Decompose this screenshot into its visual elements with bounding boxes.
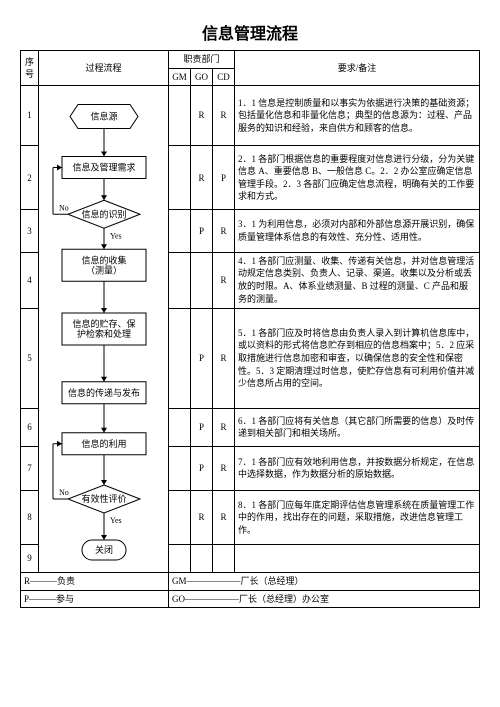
go-cell	[191, 545, 213, 573]
header-resp: 职责部门	[169, 51, 235, 69]
svg-text:关闭: 关闭	[95, 544, 113, 555]
seq-cell: 5	[21, 308, 39, 408]
cd-cell: R	[213, 86, 235, 146]
cd-cell: R	[213, 408, 235, 446]
cd-cell	[213, 545, 235, 573]
req-cell: 3．1 为利用信息，必须对内部和外部信息源开展识别，确保质量管理体系信息的有效性…	[235, 210, 480, 252]
go-cell	[191, 252, 213, 308]
gm-cell	[169, 408, 191, 446]
cd-cell: R	[213, 252, 235, 308]
cd-cell: R	[213, 210, 235, 252]
svg-text:信息的传递与发布: 信息的传递与发布	[68, 387, 140, 398]
go-cell: R	[191, 490, 213, 544]
page-title: 信息管理流程	[20, 20, 480, 44]
legend-gm: GM——————厂长（总经理）	[169, 573, 480, 591]
cd-cell: P	[213, 146, 235, 210]
seq-cell: 1	[21, 86, 39, 146]
gm-cell	[169, 490, 191, 544]
gm-cell	[169, 146, 191, 210]
gm-cell	[169, 545, 191, 573]
req-cell: 5．1 各部门应及时将信息由负责人录入到计算机信息库中，或以资料的形式将信息贮存…	[235, 308, 480, 408]
req-cell: 2．1 各部门根据信息的重要程度对信息进行分级，分为关键信息 A、重要信息 B、…	[235, 146, 480, 210]
gm-cell	[169, 308, 191, 408]
go-cell: P	[191, 210, 213, 252]
svg-text:信息的贮存、保: 信息的贮存、保	[72, 318, 135, 329]
cd-cell: R	[213, 490, 235, 544]
go-cell: P	[191, 408, 213, 446]
go-cell: P	[191, 308, 213, 408]
seq-cell: 9	[21, 545, 39, 573]
seq-cell: 4	[21, 252, 39, 308]
seq-cell: 8	[21, 490, 39, 544]
cd-cell: R	[213, 308, 235, 408]
table-row: 1NoYesNoYes信息源信息及管理需求信息的识别信息的收集（测量）信息的贮存…	[21, 86, 480, 146]
gm-cell	[169, 86, 191, 146]
header-req: 要求/备注	[235, 51, 480, 86]
svg-text:护检索和处理: 护检索和处理	[77, 328, 131, 339]
seq-cell: 2	[21, 146, 39, 210]
svg-text:有效性评价: 有效性评价	[81, 493, 126, 504]
flowchart-svg: No Yes No Yes 信息源信息及管理需求信息的识别信息的收集（测量） 信息的贮存、…	[39, 86, 169, 572]
gm-cell	[169, 252, 191, 308]
main-table: 序号 过程流程 职责部门 要求/备注 GM GO CD 1NoYesNoYes信…	[20, 50, 480, 608]
go-cell: R	[191, 86, 213, 146]
svg-text:信息的收集: 信息的收集	[81, 254, 126, 265]
seq-cell: 7	[21, 446, 39, 490]
gm-cell	[169, 210, 191, 252]
svg-text:信息的利用: 信息的利用	[81, 438, 126, 449]
header-gm: GM	[169, 68, 191, 86]
legend-r: R———负责	[21, 573, 169, 591]
svg-text:信息的识别: 信息的识别	[81, 208, 126, 219]
req-cell: 6．1 各部门应将有关信息（其它部门所需要的信息）及时传递到相关部门和相关场所。	[235, 408, 480, 446]
svg-text:（测量）: （测量）	[86, 265, 122, 275]
svg-text:信息源: 信息源	[90, 111, 117, 122]
cd-cell: R	[213, 446, 235, 490]
svg-text:Yes: Yes	[110, 516, 122, 525]
svg-text:No: No	[59, 488, 69, 497]
req-cell: 1．1 信息是控制质量和以事实为依据进行决策的基础资源；包括量化信息和非量化信息…	[235, 86, 480, 146]
flowchart-cell: No Yes No Yes 信息源信息及管理需求信息的识别信息的收集（测量） 信息的贮存、…	[39, 86, 169, 573]
seq-cell: 3	[21, 210, 39, 252]
gm-cell	[169, 446, 191, 490]
req-cell	[235, 545, 480, 573]
header-cd: CD	[213, 68, 235, 86]
go-cell: R	[191, 146, 213, 210]
header-flow: 过程流程	[39, 51, 169, 86]
legend-go: GO——————厂长（总经理）办公室	[169, 590, 480, 608]
svg-text:Yes: Yes	[110, 231, 122, 240]
svg-text:No: No	[59, 203, 69, 212]
go-cell: P	[191, 446, 213, 490]
svg-text:信息及管理需求: 信息及管理需求	[72, 162, 135, 173]
req-cell: 7．1 各部门应有效地利用信息，并按数据分析规定，在信息中选择数据，作为数据分析…	[235, 446, 480, 490]
seq-cell: 6	[21, 408, 39, 446]
header-seq: 序号	[21, 51, 39, 86]
req-cell: 4．1 各部门应测量、收集、传递有关信息，并对信息管理活动规定信息类别、负责人、…	[235, 252, 480, 308]
legend-p: P———参与	[21, 590, 169, 608]
header-go: GO	[191, 68, 213, 86]
req-cell: 8．1 各部门应每年底定期评估信息管理系统在质量管理工作中的作用，找出存在的问题…	[235, 490, 480, 544]
